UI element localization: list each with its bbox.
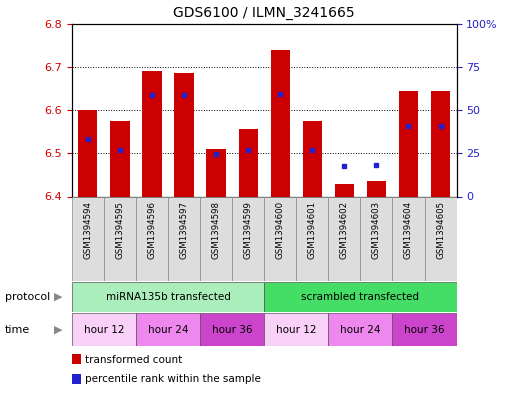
Text: hour 36: hour 36 — [212, 325, 252, 334]
Bar — [296, 196, 328, 281]
Bar — [174, 73, 194, 196]
Bar — [200, 196, 232, 281]
Text: GSM1394595: GSM1394595 — [115, 201, 125, 259]
Text: GSM1394605: GSM1394605 — [436, 201, 445, 259]
Bar — [206, 149, 226, 196]
Text: hour 36: hour 36 — [404, 325, 445, 334]
Bar — [360, 196, 392, 281]
Bar — [104, 196, 136, 281]
Text: GSM1394594: GSM1394594 — [83, 201, 92, 259]
Bar — [328, 196, 360, 281]
Bar — [303, 121, 322, 196]
Text: scrambled transfected: scrambled transfected — [301, 292, 420, 302]
Text: ▶: ▶ — [54, 292, 63, 302]
Bar — [72, 313, 136, 346]
Bar — [110, 121, 129, 196]
Text: ▶: ▶ — [54, 325, 63, 334]
Text: hour 24: hour 24 — [148, 325, 188, 334]
Bar — [78, 110, 97, 196]
Bar — [136, 313, 200, 346]
Bar — [367, 182, 386, 196]
Bar — [168, 196, 200, 281]
Text: GSM1394597: GSM1394597 — [180, 201, 189, 259]
Text: percentile rank within the sample: percentile rank within the sample — [85, 374, 261, 384]
Text: GSM1394603: GSM1394603 — [372, 201, 381, 259]
Bar — [264, 196, 296, 281]
Text: GSM1394600: GSM1394600 — [275, 201, 285, 259]
Bar — [271, 50, 290, 196]
Text: GSM1394601: GSM1394601 — [308, 201, 317, 259]
Bar — [392, 313, 457, 346]
Bar — [72, 282, 264, 312]
Text: GSM1394599: GSM1394599 — [244, 201, 253, 259]
Bar — [424, 196, 457, 281]
Text: hour 12: hour 12 — [84, 325, 124, 334]
Text: hour 12: hour 12 — [276, 325, 317, 334]
Bar — [200, 313, 264, 346]
Title: GDS6100 / ILMN_3241665: GDS6100 / ILMN_3241665 — [173, 6, 355, 20]
Bar — [136, 196, 168, 281]
Bar — [264, 313, 328, 346]
Bar — [232, 196, 264, 281]
Bar — [392, 196, 424, 281]
Text: GSM1394598: GSM1394598 — [211, 201, 221, 259]
Bar — [399, 91, 418, 196]
Bar — [143, 71, 162, 196]
Bar — [328, 313, 392, 346]
Text: miRNA135b transfected: miRNA135b transfected — [106, 292, 230, 302]
Bar — [72, 196, 104, 281]
Text: transformed count: transformed count — [85, 354, 182, 365]
Text: GSM1394602: GSM1394602 — [340, 201, 349, 259]
Bar — [334, 184, 354, 196]
Text: protocol: protocol — [5, 292, 50, 302]
Text: time: time — [5, 325, 30, 334]
Bar — [431, 91, 450, 196]
Bar — [264, 282, 457, 312]
Bar — [239, 130, 258, 196]
Text: GSM1394596: GSM1394596 — [147, 201, 156, 259]
Text: hour 24: hour 24 — [340, 325, 381, 334]
Text: GSM1394604: GSM1394604 — [404, 201, 413, 259]
